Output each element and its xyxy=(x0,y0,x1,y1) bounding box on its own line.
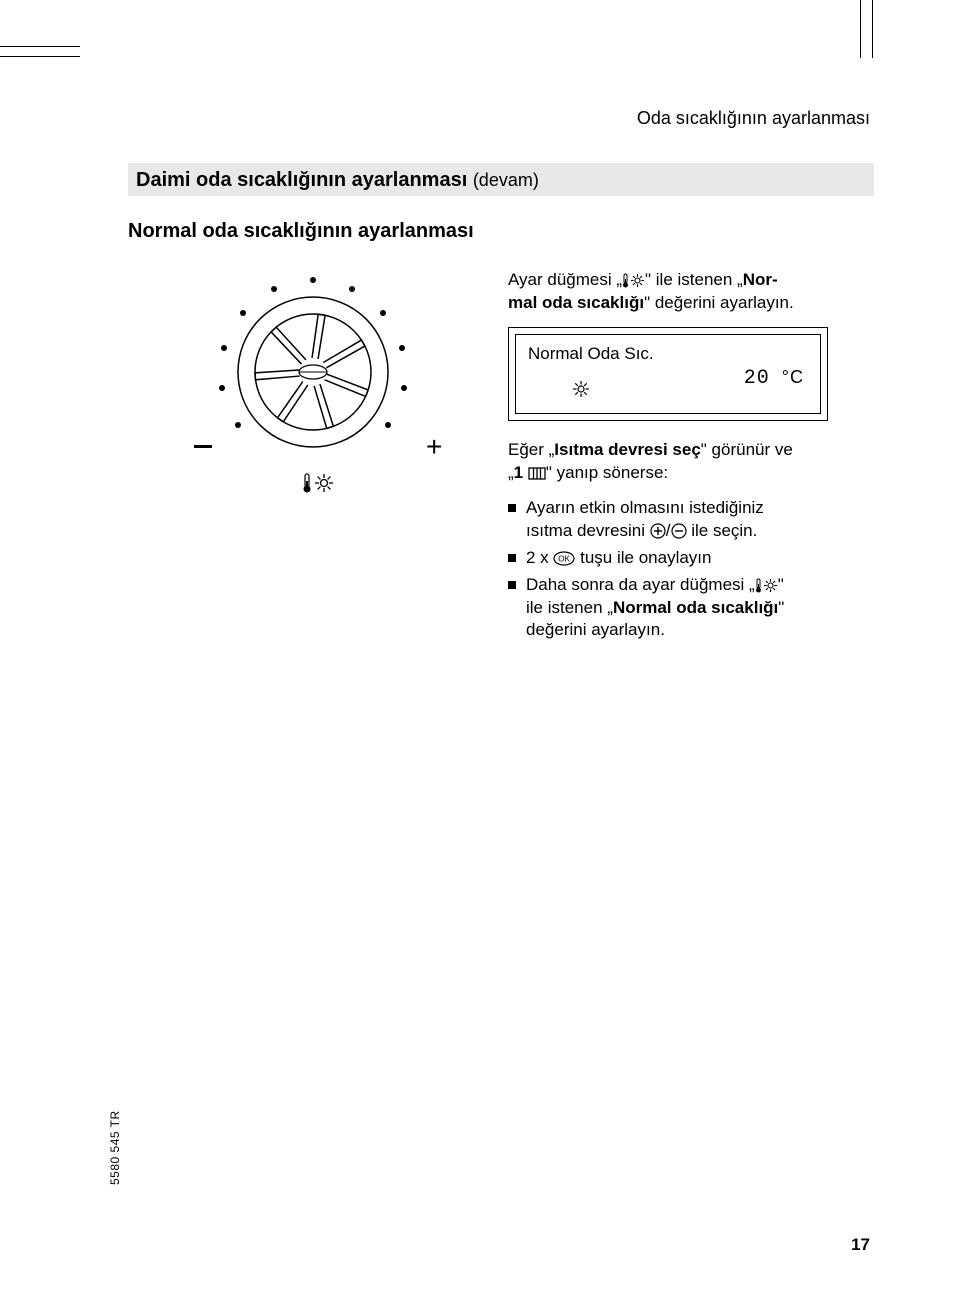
dial-tick-dot xyxy=(219,385,225,391)
thermometer-sun-icon xyxy=(302,473,334,493)
page-number: 17 xyxy=(851,1235,870,1255)
dial-tick-dot xyxy=(235,422,241,428)
rotary-dial-illustration: + xyxy=(168,269,448,509)
page-chapter-title: Oda sıcaklığının ayarlanması xyxy=(128,108,874,129)
sun-icon xyxy=(763,578,778,593)
svg-text:OK: OK xyxy=(559,554,571,563)
instruction-list: Ayarın etkin olmasını istediğiniz ısıtma… xyxy=(508,497,874,643)
minus-circle-icon xyxy=(671,523,687,539)
dial-tick-dot xyxy=(240,310,246,316)
dial-tick-dot xyxy=(271,286,277,292)
dial-tick-dot xyxy=(401,385,407,391)
instruction-item: 2 x OK tuşu ile onaylayın xyxy=(508,547,874,570)
sun-icon xyxy=(314,473,334,493)
document-code: 5580 545 TR xyxy=(108,1110,122,1185)
dial-tick-dot xyxy=(349,286,355,292)
section-continuation: (devam) xyxy=(473,170,539,190)
crop-mark xyxy=(860,0,861,58)
ok-button-icon: OK xyxy=(553,551,575,566)
instruction-item: Daha sonra da ayar düğmesi „" ile istene… xyxy=(508,574,874,643)
lcd-value: 20 °C xyxy=(744,365,804,392)
radiator-icon xyxy=(528,467,546,480)
plus-circle-icon xyxy=(650,523,666,539)
condition-paragraph: Eğer „Isıtma devresi seç" görünür ve „1 … xyxy=(508,439,874,485)
instruction-item: Ayarın etkin olmasını istediğiniz ısıtma… xyxy=(508,497,874,543)
dial-svg xyxy=(228,287,398,457)
dial-tick-dot xyxy=(310,277,316,283)
lcd-title: Normal Oda Sıc. xyxy=(528,343,808,366)
crop-mark xyxy=(0,46,80,47)
dial-tick-dot xyxy=(221,345,227,351)
minus-icon xyxy=(194,445,212,448)
thermometer-icon xyxy=(755,578,763,593)
lcd-sun-icon xyxy=(572,380,590,405)
crop-mark xyxy=(0,56,80,57)
subsection-heading: Normal oda sıcaklığının ayarlanması xyxy=(128,220,874,243)
section-title: Daimi oda sıcaklığının ayarlanması xyxy=(136,169,467,191)
sun-icon xyxy=(630,273,645,288)
dial-tick-dot xyxy=(399,345,405,351)
lcd-display: Normal Oda Sıc. 20 °C xyxy=(508,327,828,421)
section-heading-bar: Daimi oda sıcaklığının ayarlanması (deva… xyxy=(128,163,874,196)
thermometer-icon xyxy=(622,273,630,288)
intro-paragraph: Ayar düğmesi „" ile istenen „Nor- mal od… xyxy=(508,269,874,315)
thermometer-icon xyxy=(302,473,312,493)
crop-mark xyxy=(872,0,873,58)
